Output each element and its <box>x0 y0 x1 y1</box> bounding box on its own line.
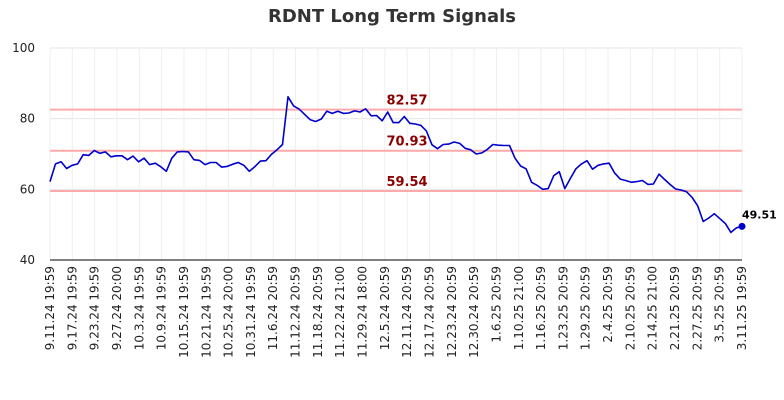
x-tick-label: 2.21.25 20:59 <box>668 266 682 350</box>
x-tick-label: 9.17.24 19:59 <box>65 266 79 350</box>
x-tick-label: 10.15.24 19:59 <box>177 266 191 358</box>
x-tick-label: 11.18.24 20:59 <box>311 266 325 358</box>
x-tick-label: 9.23.24 19:59 <box>88 266 102 350</box>
x-tick-label: 1.6.25 20:59 <box>489 266 503 343</box>
x-tick-label: 12.11.24 20:59 <box>400 266 414 358</box>
x-tick-label: 12.17.24 20:59 <box>422 266 436 358</box>
level-label: 70.93 <box>386 135 427 150</box>
x-tick-label: 10.3.24 19:59 <box>132 266 146 350</box>
x-tick-label: 11.22.24 21:00 <box>333 266 347 358</box>
x-tick-label: 3.5.25 20:59 <box>713 266 727 343</box>
x-tick-label: 2.14.25 21:00 <box>646 266 660 350</box>
last-point-label: 49.51 <box>742 208 777 221</box>
price-series-line <box>49 96 743 234</box>
x-tick-label: 11.6.24 20:59 <box>266 266 280 350</box>
y-tick-label: 80 <box>20 112 35 126</box>
x-tick-label: 2.27.25 20:59 <box>690 266 704 350</box>
x-tick-label: 10.25.24 20:00 <box>222 266 236 358</box>
x-tick-label: 2.4.25 20:59 <box>601 266 615 343</box>
x-tick-label: 12.30.24 20:59 <box>467 266 481 358</box>
x-tick-label: 2.10.25 20:59 <box>623 266 637 350</box>
x-tick-label: 3.11.25 19:59 <box>735 266 749 350</box>
x-tick-label: 9.27.24 20:00 <box>110 266 124 350</box>
x-tick-label: 1.16.25 20:59 <box>534 266 548 350</box>
x-tick-label: 10.31.24 19:59 <box>244 266 258 358</box>
x-tick-label: 1.10.25 21:00 <box>512 266 526 350</box>
level-label: 82.57 <box>386 94 427 109</box>
x-tick-label: 9.11.24 19:59 <box>43 266 57 350</box>
x-tick-label: 10.9.24 19:59 <box>155 266 169 350</box>
y-tick-label: 60 <box>20 182 35 196</box>
x-tick-label: 10.21.24 19:59 <box>199 266 213 358</box>
last-point-marker <box>738 222 746 230</box>
x-tick-label: 11.12.24 20:59 <box>289 266 303 358</box>
y-tick-label: 100 <box>12 41 35 55</box>
x-tick-label: 12.23.24 20:59 <box>445 266 459 358</box>
level-label: 59.54 <box>386 175 427 190</box>
x-tick-label: 12.5.24 20:59 <box>378 266 392 350</box>
x-tick-label: 1.29.25 20:59 <box>579 266 593 350</box>
x-tick-label: 1.23.25 20:59 <box>556 266 570 350</box>
x-tick-label: 11.29.24 18:00 <box>356 266 370 358</box>
y-tick-label: 40 <box>20 253 35 267</box>
chart-title: RDNT Long Term Signals <box>267 6 517 27</box>
